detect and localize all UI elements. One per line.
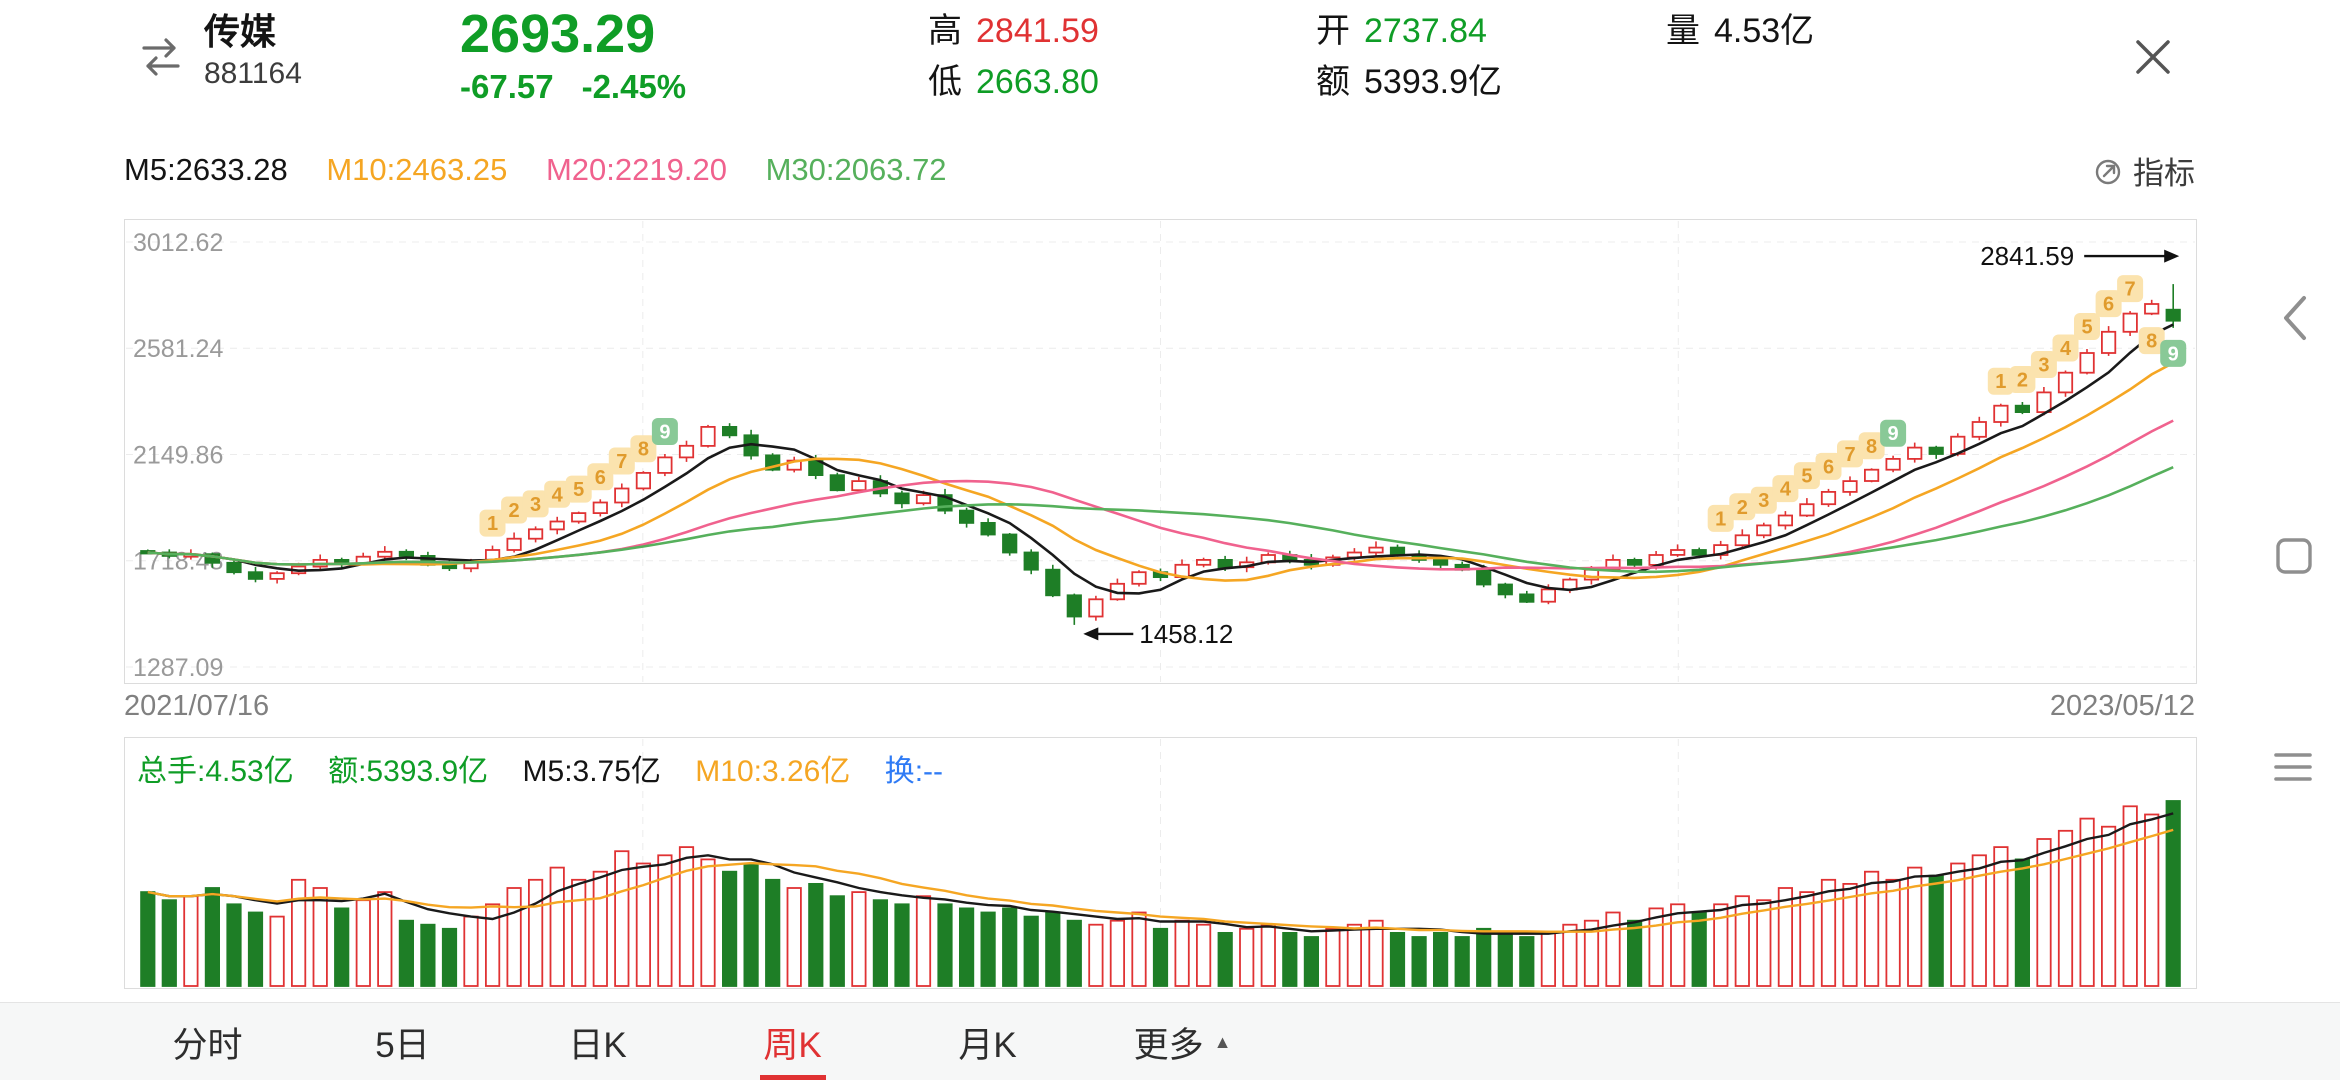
svg-text:9: 9 xyxy=(1888,423,1899,445)
open-value: 2737.84 xyxy=(1364,12,1487,50)
svg-text:8: 8 xyxy=(2146,331,2157,353)
tab-monthly-k[interactable]: 月K xyxy=(958,1025,1017,1065)
price-change: -67.57 xyxy=(460,68,554,105)
high-label: 高 xyxy=(928,12,962,50)
svg-text:3: 3 xyxy=(2038,355,2049,377)
compare-swap-icon[interactable] xyxy=(138,36,184,76)
tab-more[interactable]: 更多 ▲ xyxy=(1133,1025,1232,1065)
more-triangle-icon: ▲ xyxy=(1213,1031,1232,1052)
tab-5day[interactable]: 5日 xyxy=(375,1025,430,1065)
svg-text:4: 4 xyxy=(2060,338,2072,360)
stock-code: 881164 xyxy=(204,57,302,90)
edge-menu-icon[interactable] xyxy=(2272,748,2314,786)
volume-ma10: M10:3.26亿 xyxy=(695,755,851,788)
tab-daily-k[interactable]: 日K xyxy=(568,1025,627,1065)
svg-text:1458.12: 1458.12 xyxy=(1139,619,1233,649)
price-block: 2693.29 -67.57 -2.45% xyxy=(460,4,686,106)
tab-minute[interactable]: 分时 xyxy=(172,1025,243,1065)
indicator-button[interactable]: 指标 xyxy=(2093,148,2195,193)
date-end: 2023/05/12 xyxy=(2049,690,2195,722)
volume-label: 量 xyxy=(1666,12,1700,50)
period-tabbar: 分时 5日 日K 周K 月K 更多 ▲ 筹码 画线 加自选 xyxy=(0,1002,2340,1080)
date-start: 2021/07/16 xyxy=(124,690,270,722)
open-label: 开 xyxy=(1316,12,1350,50)
svg-text:3: 3 xyxy=(1758,490,1769,512)
svg-text:2: 2 xyxy=(1737,497,1748,519)
indicator-compass-icon xyxy=(2095,159,2121,184)
volume-amount: 额:5393.9亿 xyxy=(328,755,489,788)
price-change-pct: -2.45% xyxy=(581,68,687,105)
volume-legend-row: 总手:4.53亿 额:5393.9亿 M5:3.75亿 M10:3.26亿 换:… xyxy=(137,746,969,790)
svg-text:8: 8 xyxy=(1866,436,1877,458)
svg-text:3012.62: 3012.62 xyxy=(133,229,223,257)
volume-column: 量 4.53亿 xyxy=(1666,10,1814,52)
svg-text:7: 7 xyxy=(616,451,627,473)
svg-text:5: 5 xyxy=(573,479,584,501)
svg-text:1: 1 xyxy=(1715,508,1726,530)
svg-text:8: 8 xyxy=(638,439,649,461)
svg-text:1287.09: 1287.09 xyxy=(133,654,223,682)
volume-chart[interactable] xyxy=(125,738,2196,988)
svg-text:6: 6 xyxy=(1823,456,1834,478)
svg-text:9: 9 xyxy=(2168,343,2179,365)
ma20-legend: M20:2219.20 xyxy=(545,152,727,187)
amount-label: 额 xyxy=(1316,63,1350,101)
svg-text:4: 4 xyxy=(552,484,564,506)
volume-chart-panel[interactable]: 总手:4.53亿 额:5393.9亿 M5:3.75亿 M10:3.26亿 换:… xyxy=(124,737,2197,989)
svg-text:5: 5 xyxy=(2081,317,2092,339)
high-value: 2841.59 xyxy=(976,12,1099,50)
volume-value: 4.53亿 xyxy=(1714,12,1815,50)
svg-text:2149.86: 2149.86 xyxy=(133,442,223,470)
svg-text:2581.24: 2581.24 xyxy=(133,335,223,363)
date-axis: 2021/07/16 2023/05/12 xyxy=(124,690,2195,730)
volume-total: 总手:4.53亿 xyxy=(137,755,294,788)
svg-text:6: 6 xyxy=(595,467,606,489)
high-low-column: 高 2841.59 低 2663.80 xyxy=(928,10,1099,103)
ma10-legend: M10:2463.25 xyxy=(326,152,508,187)
low-value: 2663.80 xyxy=(976,63,1099,101)
stock-name: 传媒 xyxy=(204,11,277,52)
current-price: 2693.29 xyxy=(460,4,656,64)
ma5-legend: M5:2633.28 xyxy=(124,152,288,187)
svg-text:2: 2 xyxy=(2017,370,2028,392)
edge-square-icon[interactable] xyxy=(2274,536,2314,576)
close-icon xyxy=(2136,40,2170,74)
svg-text:9: 9 xyxy=(659,422,670,444)
ma-legend-row: M5:2633.28 M10:2463.25 M20:2219.20 M30:2… xyxy=(124,152,2195,198)
svg-text:3: 3 xyxy=(530,494,541,516)
svg-text:5: 5 xyxy=(1801,466,1812,488)
svg-text:7: 7 xyxy=(1844,444,1855,466)
edge-chevron-left-icon[interactable] xyxy=(2278,292,2312,344)
low-label: 低 xyxy=(928,63,962,101)
svg-text:4: 4 xyxy=(1780,479,1792,501)
tab-weekly-k[interactable]: 周K xyxy=(695,1003,890,1080)
svg-text:6: 6 xyxy=(2103,294,2114,316)
amount-value: 5393.9亿 xyxy=(1364,63,1502,101)
svg-text:1: 1 xyxy=(487,513,498,535)
close-button[interactable] xyxy=(2128,32,2178,82)
svg-text:7: 7 xyxy=(2125,279,2136,301)
svg-text:1: 1 xyxy=(1995,371,2006,393)
svg-text:2: 2 xyxy=(509,500,520,522)
ma30-legend: M30:2063.72 xyxy=(765,152,947,187)
open-amount-column: 开 2737.84 额 5393.9亿 xyxy=(1316,10,1502,103)
stock-identity: 传媒 881164 xyxy=(204,10,302,94)
svg-text:2841.59: 2841.59 xyxy=(1980,241,2074,271)
kline-chart-panel[interactable]: 3012.62 2581.24 2149.86 1718.48 1287.09 1 2 3 4 5… xyxy=(124,219,2197,684)
volume-turnover: 换:-- xyxy=(884,755,944,788)
volume-ma5: M5:3.75亿 xyxy=(522,755,661,788)
